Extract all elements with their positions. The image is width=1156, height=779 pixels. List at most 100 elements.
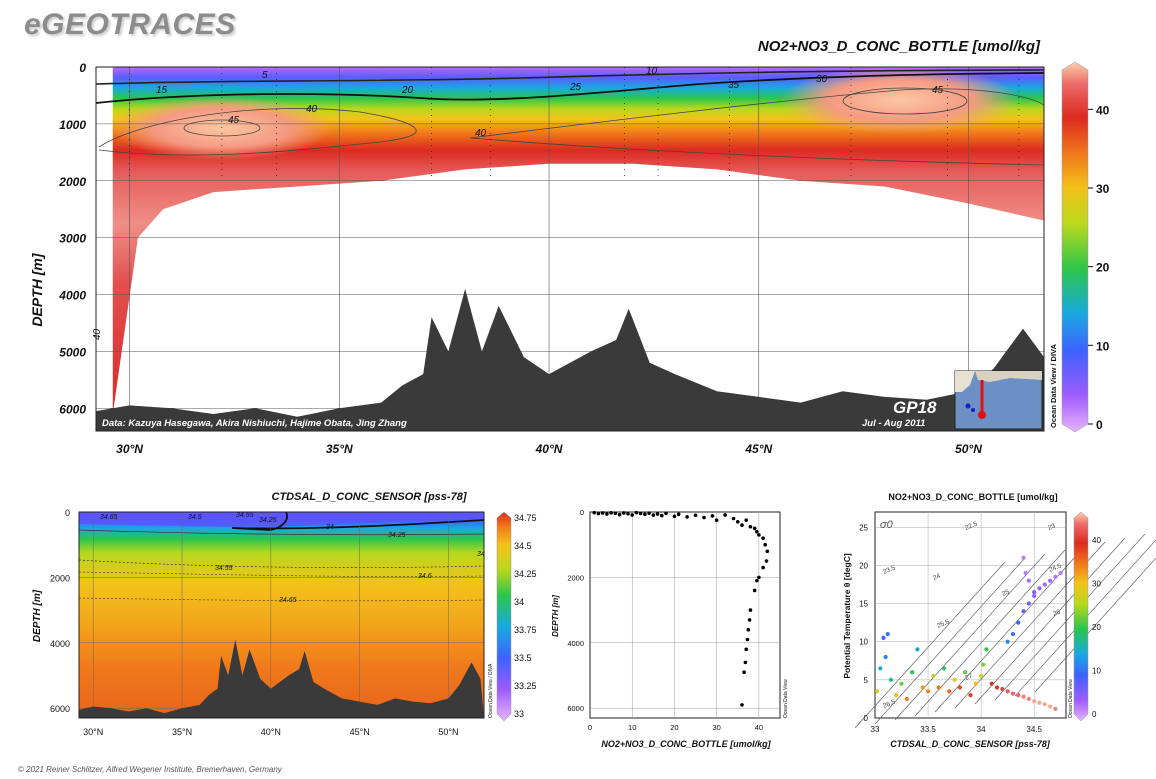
main-gridlines	[96, 67, 1044, 431]
ts-point	[981, 662, 986, 667]
profile-ytick-label: 4000	[567, 639, 584, 648]
ts-isopycnal-label: 25	[1001, 589, 1011, 598]
profile-point	[761, 565, 765, 570]
main-colorbar-ticks: 0 10 20 30 40	[1088, 103, 1110, 432]
profile-point	[605, 512, 609, 516]
ts-colorbar-label: 10	[1092, 666, 1101, 675]
profile-point	[748, 524, 753, 529]
ts-point	[1016, 693, 1021, 698]
profile-point	[672, 514, 677, 519]
salinity-contour-label-b: 34.5	[188, 514, 202, 521]
salinity-colorbar-label: 34.5	[514, 541, 532, 551]
seafloor-bathymetry	[96, 288, 1044, 431]
ts-point	[957, 685, 962, 690]
profile-point	[744, 647, 749, 652]
profile-point	[621, 511, 626, 515]
profile-xtick-label: 10	[628, 723, 636, 732]
ts-ytick-label: 5	[864, 676, 869, 685]
ts-ytick-label: 20	[859, 561, 868, 570]
profile-point	[743, 660, 748, 665]
salinity-contour-label-c: 34.55	[236, 512, 254, 519]
contour-line-20	[96, 72, 1044, 104]
ts-point	[979, 673, 984, 679]
contour-line-45-north	[842, 87, 968, 115]
ts-colorbar-label: 20	[1092, 623, 1101, 632]
salinity-colorbar-label: 34.25	[514, 569, 537, 579]
contour-label-25: 25	[569, 82, 582, 93]
ts-point	[1053, 706, 1058, 711]
salinity-xtick-label: 50°N	[438, 727, 458, 737]
profile-point	[664, 511, 668, 516]
profile-point	[630, 513, 635, 517]
cruise-label: GP18	[893, 398, 937, 417]
ts-point	[1042, 582, 1047, 587]
ts-point	[1042, 702, 1047, 707]
profile-point	[752, 526, 757, 531]
ts-point	[878, 666, 883, 671]
nitrate-field	[112, 67, 1044, 414]
ts-point	[1021, 694, 1026, 699]
profile-point	[613, 511, 618, 516]
contour-label-40-b: 40	[475, 128, 487, 139]
salinity-xtick-label: 40°N	[261, 727, 281, 737]
salinity-colorbar-label: 34.75	[514, 513, 537, 523]
contour-line-10	[96, 69, 1044, 85]
salinity-contour-label-f: 34.25	[388, 532, 406, 539]
main-colorbar-label: 20	[1096, 261, 1110, 275]
ts-ytick-label: 0	[864, 714, 869, 723]
profile-point	[609, 511, 613, 515]
profile-point	[742, 670, 746, 675]
ts-point	[1026, 601, 1031, 606]
contour-label-10: 10	[646, 66, 658, 77]
profile-point	[596, 511, 601, 516]
profile-x-axis: 0 10 20 30 40	[588, 723, 763, 732]
ts-isopycnal	[894, 553, 1046, 721]
nitrate-max-core-north	[780, 67, 1020, 134]
ts-isopycnal-label: 27	[964, 673, 974, 682]
profile-point	[647, 511, 651, 515]
salinity-ylabel: DEPTH [m]	[32, 589, 43, 642]
salinity-contour-34	[231, 512, 484, 531]
ts-points	[875, 555, 1063, 711]
ts-isopycnal-label: 26	[1052, 609, 1062, 618]
salinity-colorbar-label: 33	[514, 709, 524, 719]
profile-point	[685, 515, 689, 519]
ts-isopycnal-label: 24.5	[1048, 562, 1063, 573]
ts-isopycnals: 22.5 23 23.5 24 24.5 25 25.5 26 26.5 27	[854, 520, 1156, 729]
profile-xtick-label: 0	[588, 723, 592, 732]
salinity-bathymetry	[79, 639, 484, 718]
ts-point	[904, 696, 909, 702]
salinity-contour-label-g: 34.55	[215, 565, 233, 572]
contour-label-40-a: 40	[306, 104, 318, 115]
main-ytick-label: 4000	[58, 289, 86, 303]
ts-point	[968, 693, 973, 698]
ts-isopycnal	[974, 537, 1126, 705]
ts-point	[1026, 578, 1031, 583]
salinity-xtick-label: 45°N	[350, 727, 370, 737]
profile-point	[763, 542, 768, 547]
ts-point	[1021, 555, 1026, 560]
ts-point	[1023, 570, 1028, 576]
profile-xlabel: NO2+NO3_D_CONC_BOTTLE [umol/kg]	[601, 739, 771, 749]
contour-line-40-north	[469, 88, 1044, 166]
ts-point	[1000, 686, 1005, 692]
ts-odv-label: Ocean Data View	[1068, 679, 1074, 718]
ts-point	[1037, 700, 1042, 705]
salinity-xtick-label: 35°N	[172, 727, 192, 737]
ts-xtick-label: 33	[871, 725, 880, 734]
main-ytick-label: 5000	[59, 345, 86, 359]
profile-point	[748, 608, 753, 612]
profile-point	[754, 529, 759, 534]
main-xtick-label: 40°N	[535, 442, 563, 456]
profile-point	[752, 588, 757, 593]
profile-point	[744, 518, 749, 522]
ts-point	[963, 670, 968, 675]
contour-label-45-a: 45	[228, 115, 240, 126]
salinity-contour-label-h: 34.6	[418, 573, 432, 580]
egeotraces-logo: eGEOTRACES	[24, 8, 236, 41]
profile-point	[723, 513, 727, 517]
ts-point	[1058, 570, 1063, 576]
ts-point	[894, 693, 899, 698]
salinity-colorbar-ticks: 34.75 34.5 34.25 34 33.75 33.5 33.25 33	[514, 513, 537, 719]
profile-ytick-label: 0	[580, 508, 584, 517]
